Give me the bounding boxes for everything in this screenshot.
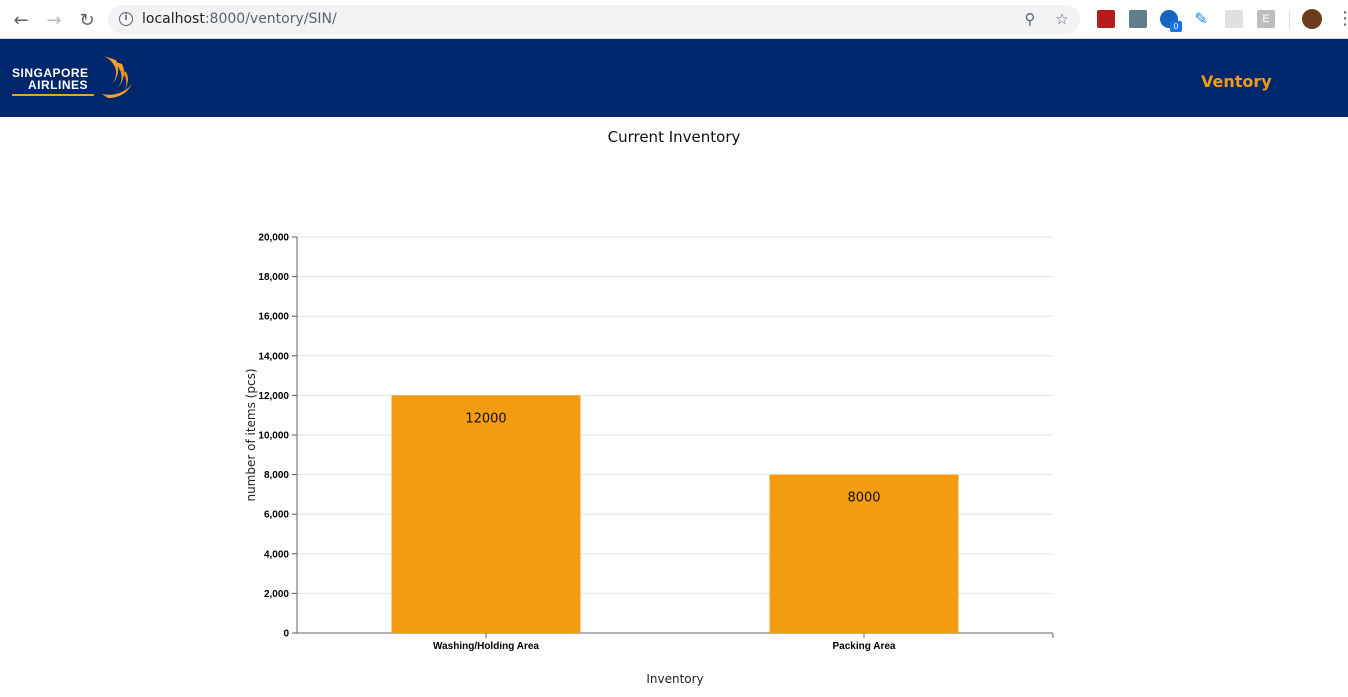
nav-link-ventory[interactable]: Ventory — [1201, 72, 1272, 91]
y-tick-label: 2,000 — [264, 589, 289, 600]
logo-text: SINGAPORE AIRLINES — [12, 67, 89, 91]
zoom-icon[interactable]: ⚲ — [1024, 10, 1036, 28]
menu-dots-icon[interactable]: ⋮ — [1336, 8, 1348, 29]
e-extension-icon[interactable]: E — [1257, 10, 1275, 28]
url-text[interactable]: localhost:8000/ventory/SIN/ — [142, 11, 337, 27]
pen-extension-icon[interactable]: ✎ — [1194, 9, 1208, 28]
profile-avatar[interactable] — [1302, 9, 1322, 29]
y-tick-label: 6,000 — [264, 510, 289, 521]
y-tick-label: 16,000 — [258, 312, 289, 323]
y-tick-label: 14,000 — [258, 351, 289, 362]
bar-data-label: 8000 — [847, 491, 880, 506]
info-icon[interactable]: i — [119, 12, 133, 26]
y-tick-label: 8,000 — [264, 470, 289, 481]
x-tick-label: Packing Area — [833, 641, 896, 652]
bar — [769, 474, 959, 633]
singapore-airlines-logo[interactable]: SINGAPORE AIRLINES — [12, 54, 137, 102]
address-bar[interactable]: i localhost:8000/ventory/SIN/ ⚲ ☆ — [108, 5, 1080, 34]
y-tick-label: 4,000 — [264, 549, 289, 560]
logo-line1: SINGAPORE — [12, 66, 89, 80]
y-tick-label: 10,000 — [258, 431, 289, 442]
x-axis-title: Inventory — [646, 672, 703, 686]
url-path: :8000/ventory/SIN/ — [204, 11, 337, 27]
app-header: SINGAPORE AIRLINES Ventory — [0, 39, 1348, 117]
y-tick-label: 20,000 — [258, 233, 289, 244]
browser-toolbar: ← → ↻ i localhost:8000/ventory/SIN/ ⚲ ☆ … — [0, 0, 1348, 39]
chart-title: Current Inventory — [607, 128, 741, 146]
window-extension-icon[interactable] — [1129, 10, 1147, 28]
y-tick-label: 0 — [283, 629, 289, 640]
y-tick-label: 12,000 — [258, 391, 289, 402]
extension-badge: 0 — [1170, 21, 1182, 32]
back-arrow-icon[interactable]: ← — [13, 9, 29, 31]
y-axis-title: number of items (pcs) — [244, 368, 258, 501]
url-host: localhost — [142, 11, 205, 27]
reload-icon[interactable]: ↻ — [79, 9, 95, 31]
toolbar-separator — [1289, 11, 1290, 29]
bar — [391, 395, 581, 633]
pdf-extension-icon[interactable] — [1097, 10, 1115, 28]
x-tick-label: Washing/Holding Area — [433, 641, 539, 652]
bar-chart: 0 2,000 4,000 6,000 8,000 10,000 12,000 14,000 1… — [244, 233, 1054, 686]
bird-logo-icon — [102, 56, 132, 98]
forward-arrow-icon[interactable]: → — [46, 9, 62, 31]
logo-line2: AIRLINES — [28, 78, 89, 92]
grid-extension-icon[interactable] — [1225, 10, 1243, 28]
y-tick-label: 18,000 — [258, 272, 289, 283]
logo-underline — [12, 94, 94, 96]
star-icon[interactable]: ☆ — [1055, 10, 1069, 28]
bar-data-label: 12000 — [465, 411, 506, 426]
